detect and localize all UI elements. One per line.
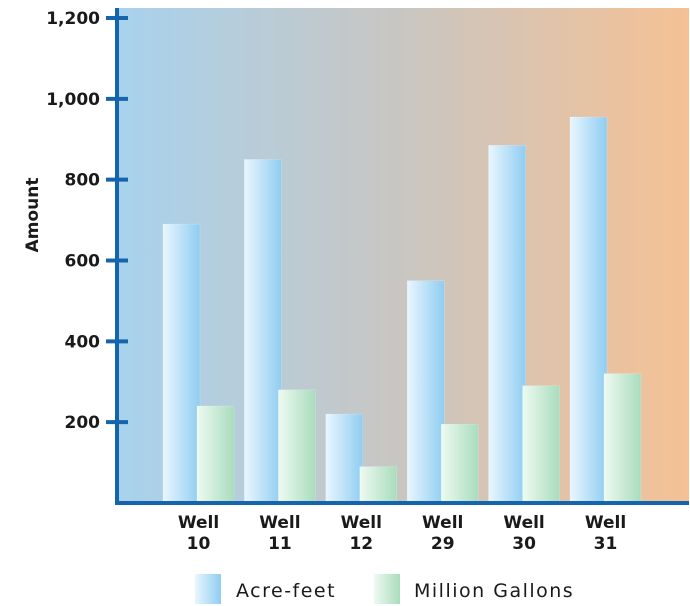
bar-million-gallons (522, 385, 560, 504)
y-tick-label: 400 (65, 332, 101, 352)
y-axis-label: Amount (23, 178, 43, 253)
x-category-label: 29 (431, 534, 455, 554)
x-category-label: Well (422, 513, 463, 533)
x-category-label: Well (341, 513, 382, 533)
y-tick-label: 200 (65, 413, 101, 433)
legend-label-acre-feet: Acre-feet (236, 580, 336, 602)
bar-acre-feet (488, 145, 526, 504)
legend-label-million-gallons: Million Gallons (414, 580, 574, 602)
bar-acre-feet (162, 223, 201, 504)
y-tick-label: 1,200 (46, 9, 100, 29)
x-category-label: 31 (594, 534, 618, 554)
bar-million-gallons (440, 423, 479, 504)
bar-million-gallons (278, 389, 316, 504)
y-tick-label: 1,000 (46, 90, 100, 110)
bar-acre-feet (406, 280, 445, 504)
bar-acre-feet (244, 159, 282, 504)
bars-group (162, 116, 642, 504)
bar-acre-feet (325, 413, 364, 504)
y-tick-label: 600 (65, 252, 101, 272)
x-category-label: 10 (187, 534, 211, 554)
legend-swatch-million-gallons (374, 574, 400, 604)
x-category-label: Well (585, 513, 626, 533)
x-category-label: 12 (349, 534, 373, 554)
y-tick-label: 800 (65, 171, 101, 191)
bar-acre-feet (569, 116, 608, 504)
bar-million-gallons (359, 466, 398, 504)
x-category-label: Well (259, 513, 300, 533)
bar-million-gallons (603, 373, 642, 504)
x-category-label: Well (178, 513, 219, 533)
x-category-label: 30 (512, 534, 536, 554)
legend: Acre-feet Million Gallons (195, 574, 574, 604)
x-category-label: 11 (268, 534, 292, 554)
legend-swatch-acre-feet (195, 574, 221, 604)
bar-million-gallons (196, 405, 235, 504)
y-ticks-group: 200 400 600 800 1,000 1,200 (46, 9, 128, 433)
x-category-label: Well (503, 513, 544, 533)
